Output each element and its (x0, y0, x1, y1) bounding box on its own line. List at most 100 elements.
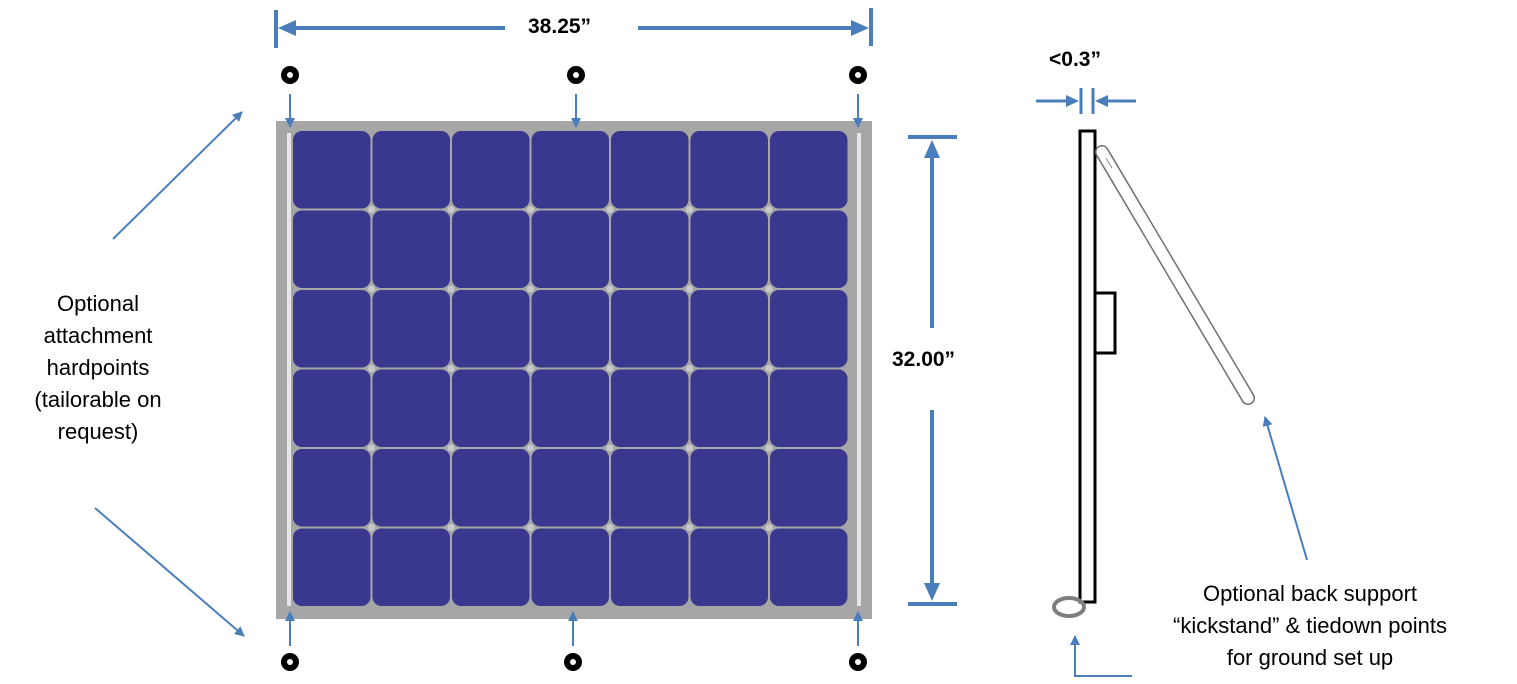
kickstand-note-line-1: Optional back support (1202, 581, 1418, 606)
cell-junction (606, 524, 614, 531)
cell-junction (368, 206, 375, 213)
solar-cell (293, 131, 371, 209)
thickness-dimension-label: <0.3” (1049, 48, 1101, 71)
solar-cell (531, 131, 609, 209)
solar-cell (611, 210, 689, 288)
solar-cell (372, 449, 450, 527)
right-busbar (857, 133, 861, 606)
height-dimension (908, 135, 957, 606)
solar-cell (293, 449, 371, 527)
left-busbar (287, 133, 291, 606)
cell-junction (447, 444, 455, 452)
solar-cell (372, 290, 450, 368)
solar-cell (531, 290, 609, 368)
solar-cell (372, 210, 450, 288)
solar-cell (293, 369, 371, 447)
solar-cell (452, 290, 530, 368)
solar-cell (770, 528, 848, 606)
grommet-icon (849, 653, 867, 671)
cell-junction (447, 524, 455, 531)
hardpoint-arrows (94, 94, 863, 646)
solar-cell (531, 210, 609, 288)
cell-junction (606, 444, 614, 452)
solar-cell (372, 528, 450, 606)
side-view-arrows (1070, 416, 1308, 677)
solar-cell (293, 210, 371, 288)
cell-junction (447, 285, 455, 293)
cell-junction (606, 206, 614, 213)
solar-cell (611, 290, 689, 368)
solar-cell (452, 369, 530, 447)
hardpoints-note: Optional attachment hardpoints (tailorab… (34, 291, 162, 444)
solar-cell (293, 528, 371, 606)
tiedown-ring-icon (1052, 596, 1086, 618)
top-hardpoints (281, 66, 867, 84)
solar-cell (770, 131, 848, 209)
cell-junction (527, 524, 534, 531)
grommet-icon (564, 653, 582, 671)
cell-junction (447, 365, 455, 372)
kickstand-note: Optional back support “kickstand” & tied… (1110, 578, 1510, 674)
kickstand-note-line-2: “kickstand” & tiedown points (1173, 613, 1447, 638)
cell-junction (368, 524, 375, 531)
solar-cell (611, 369, 689, 447)
solar-cell (452, 131, 530, 209)
junction-box (1093, 291, 1117, 355)
cell-junction (527, 444, 534, 452)
cell-junction (527, 206, 534, 213)
solar-cell (770, 369, 848, 447)
solar-cell (452, 528, 530, 606)
solar-panel (276, 121, 872, 619)
solar-cell (372, 131, 450, 209)
cell-junction (686, 444, 693, 452)
kickstand (1095, 145, 1255, 405)
side-view (1052, 129, 1255, 618)
cell-junction (368, 285, 375, 293)
solar-cell (531, 528, 609, 606)
solar-cell (611, 449, 689, 527)
solar-cell-grid (293, 131, 848, 606)
cell-junction (765, 206, 773, 213)
panel-edge (1078, 129, 1097, 604)
height-dimension-label: 32.00” (892, 348, 956, 371)
solar-cell (770, 210, 848, 288)
thickness-dimension (1036, 88, 1136, 114)
cell-junction (686, 365, 693, 372)
solar-cell (690, 528, 768, 606)
solar-cell (372, 369, 450, 447)
cell-junction (606, 285, 614, 293)
cell-junction (765, 285, 773, 293)
cell-junction (527, 365, 534, 372)
cell-junction (606, 365, 614, 372)
solar-cell (770, 290, 848, 368)
cell-junction (686, 206, 693, 213)
solar-cell (690, 449, 768, 527)
solar-cell (611, 528, 689, 606)
solar-cell (611, 131, 689, 209)
grommet-icon (281, 66, 299, 84)
cell-junction (368, 444, 375, 452)
grommet-icon (567, 66, 585, 84)
cell-junction (527, 285, 534, 293)
solar-cell (531, 369, 609, 447)
cell-junction (765, 365, 773, 372)
cell-junction (368, 365, 375, 372)
solar-cell (452, 210, 530, 288)
cell-junction (447, 206, 455, 213)
width-dimension-label: 38.25” (528, 15, 592, 38)
solar-cell (690, 369, 768, 447)
solar-cell (452, 449, 530, 527)
bottom-hardpoints (281, 653, 867, 671)
cell-junction (686, 285, 693, 293)
width-dimension (274, 8, 873, 48)
solar-cell (293, 290, 371, 368)
cell-junction (686, 524, 693, 531)
grommet-icon (281, 653, 299, 671)
solar-cell (531, 449, 609, 527)
solar-cell (690, 210, 768, 288)
cell-junction (765, 444, 773, 452)
solar-cell (690, 131, 768, 209)
kickstand-note-line-3: for ground set up (1226, 645, 1394, 670)
solar-cell (770, 449, 848, 527)
